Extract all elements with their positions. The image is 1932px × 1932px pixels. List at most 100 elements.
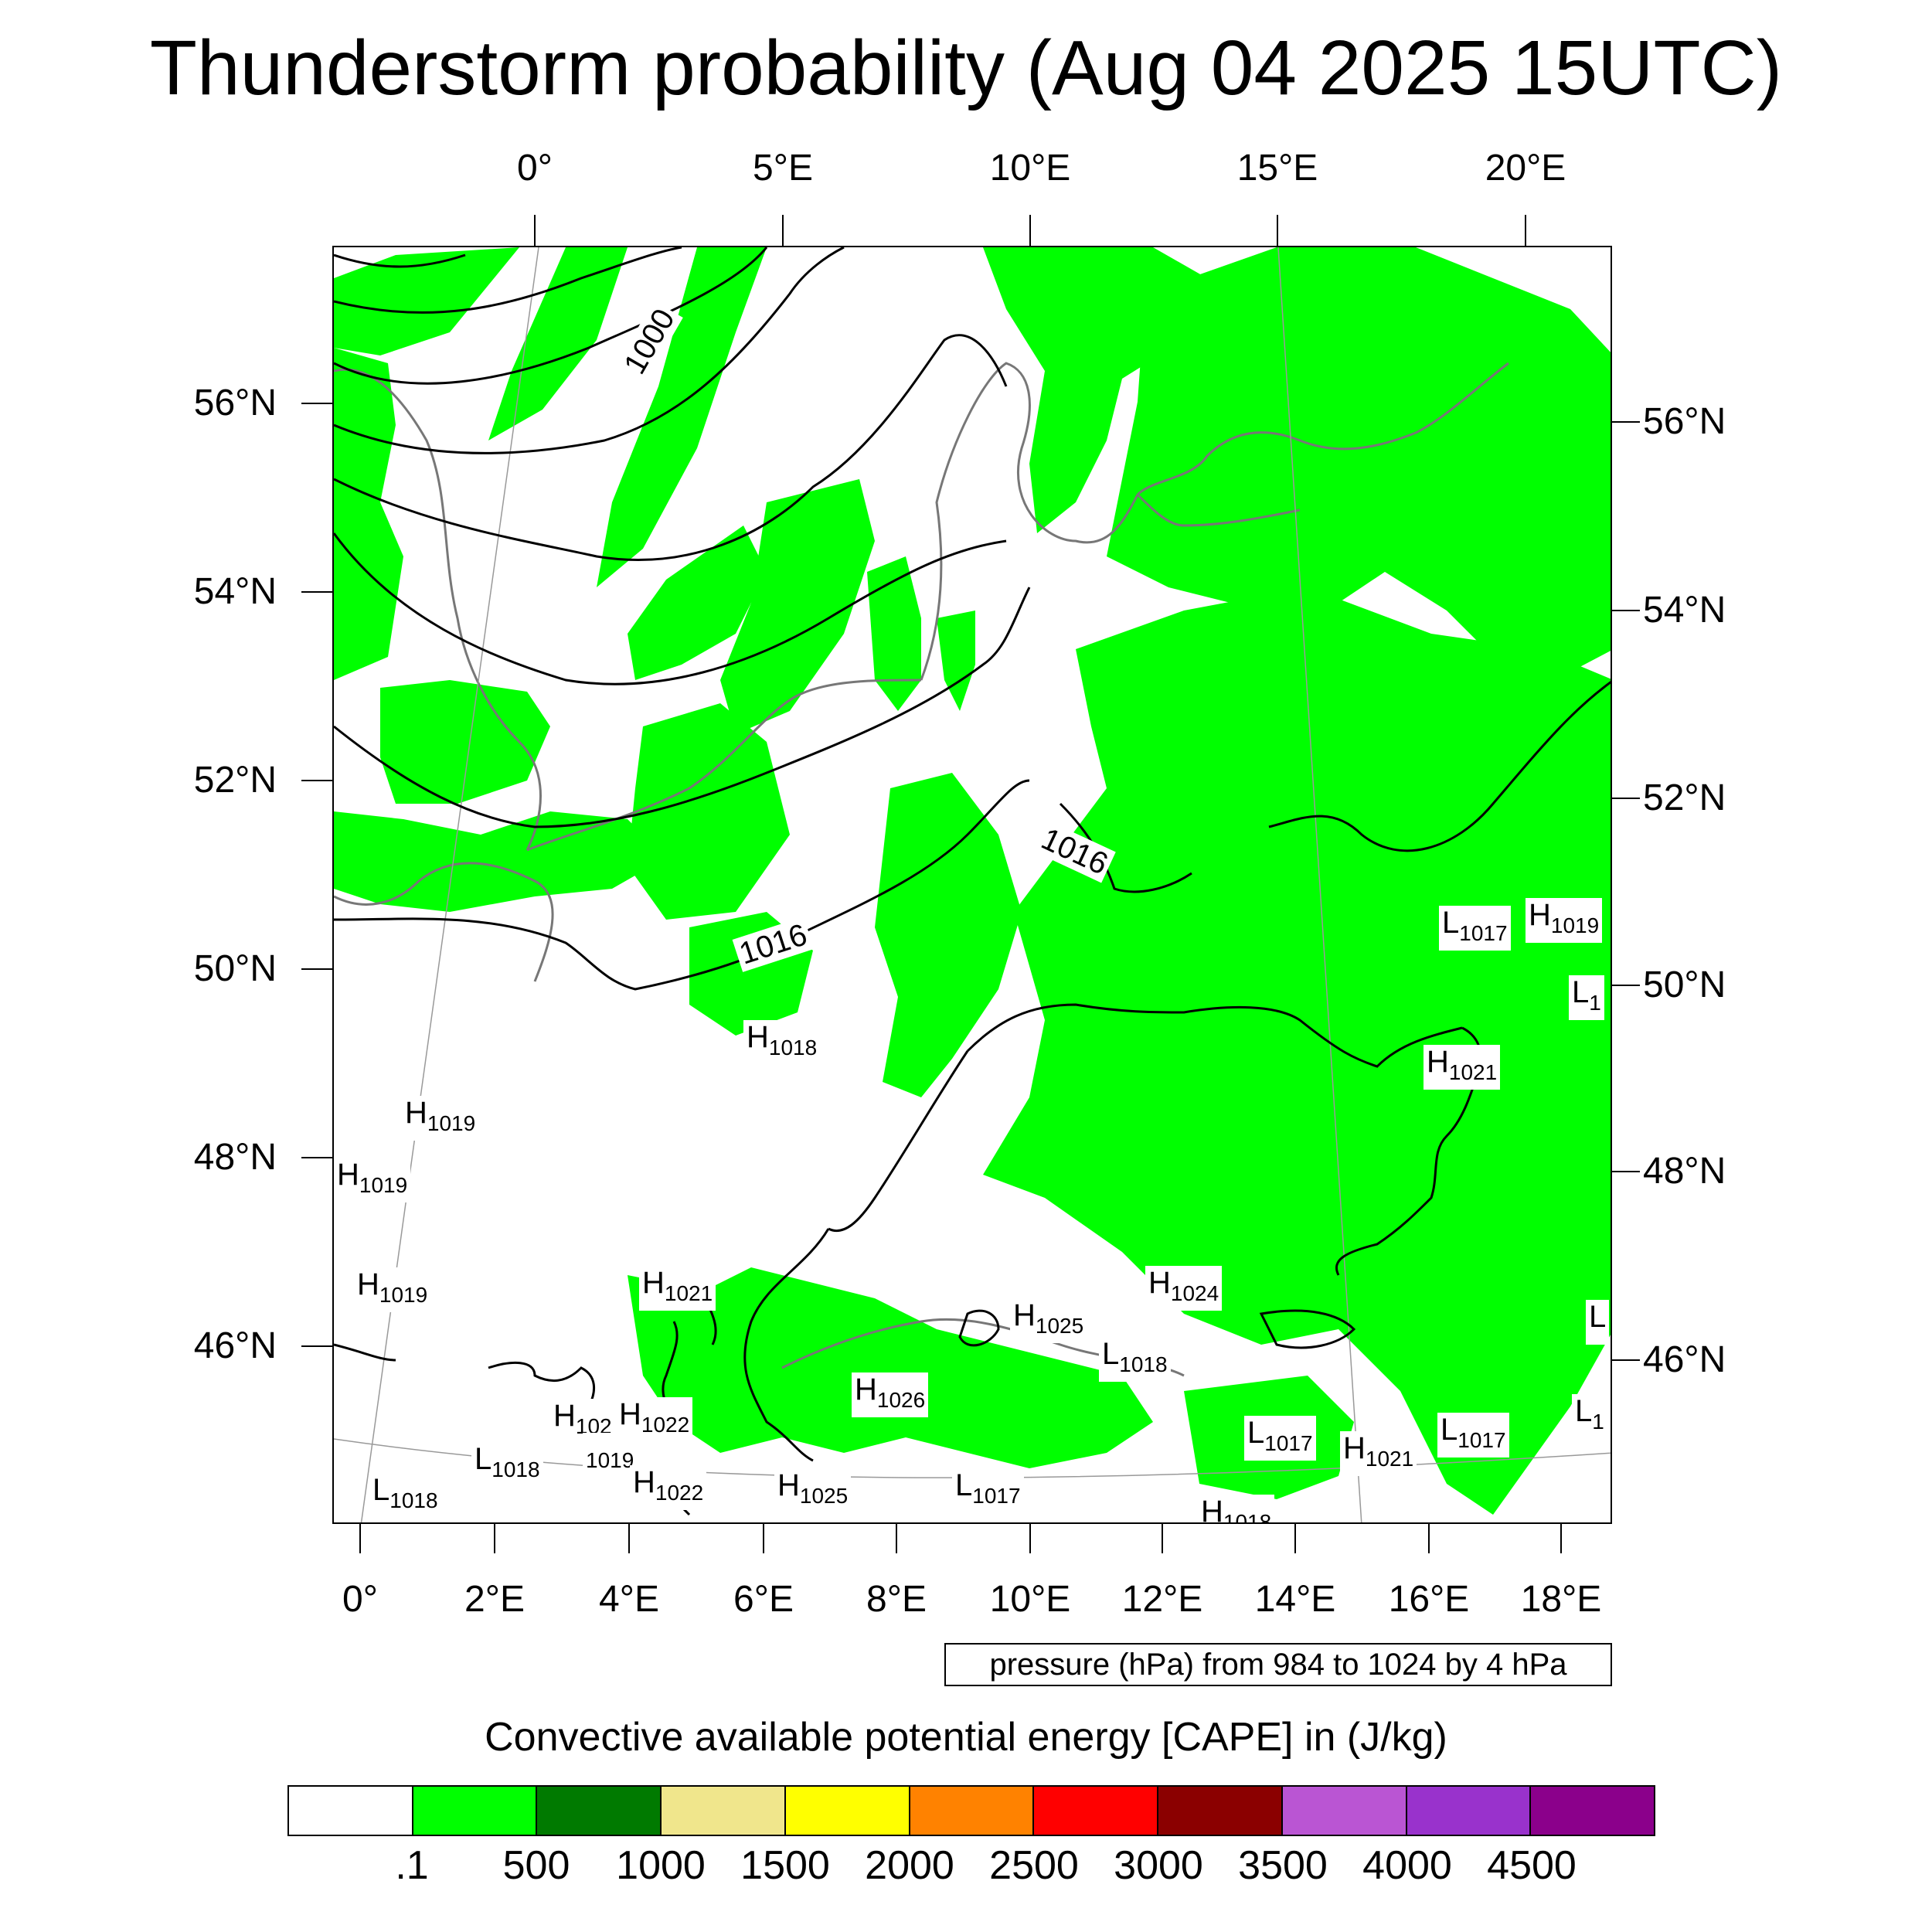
axis-tick <box>301 591 332 593</box>
cape-region <box>334 811 666 912</box>
color-swatch <box>910 1787 1035 1835</box>
color-swatch <box>1158 1787 1283 1835</box>
axis-tick <box>301 1157 332 1158</box>
isobar <box>334 247 768 385</box>
color-swatch <box>1034 1787 1159 1835</box>
map-title: Thunderstorm probability (Aug 04 2025 15… <box>149 25 1783 111</box>
pressure-center-label: H1025 <box>1010 1298 1087 1343</box>
isobar <box>334 247 682 314</box>
right-lat-label: 54°N <box>1643 590 1726 631</box>
pressure-center-label: H1026 <box>852 1372 929 1417</box>
left-lat-label: 50°N <box>193 948 277 989</box>
cape-map[interactable]: 1000 1016 1016 L1017 H1019 L1 H1018 H102… <box>332 246 1612 1524</box>
isobars <box>334 247 1611 1516</box>
coastline <box>1136 362 1509 496</box>
left-lat-label: 56°N <box>193 383 277 423</box>
isobar <box>1259 1309 1356 1349</box>
axis-tick <box>1029 1524 1031 1553</box>
pressure-center-label: H1022 <box>630 1465 707 1510</box>
bottom-lon-label: 18°E <box>1520 1579 1602 1620</box>
colorbar-label: 2500 <box>989 1843 1079 1888</box>
bottom-lon-label: 8°E <box>866 1579 927 1620</box>
color-bar <box>287 1785 1655 1836</box>
axis-tick <box>534 215 536 246</box>
cape-region <box>867 556 921 711</box>
bottom-lon-label: 12°E <box>1121 1579 1203 1620</box>
isobar <box>828 1050 969 1233</box>
right-lat-label: 46°N <box>1643 1339 1726 1380</box>
isobar <box>334 1343 396 1362</box>
coastlines <box>334 362 1509 1377</box>
isobar <box>334 334 1008 561</box>
right-lat-label: 48°N <box>1643 1151 1726 1192</box>
cape-region <box>937 611 975 711</box>
axis-tick <box>1428 1524 1430 1553</box>
coastline <box>920 362 1139 681</box>
isobar <box>334 779 1030 991</box>
pressure-center-label: 1019 <box>583 1433 638 1478</box>
coastline <box>526 679 922 852</box>
axis-tick <box>1612 610 1640 611</box>
cape-region <box>1107 247 1611 680</box>
pressure-center-label: L1 <box>1572 1394 1607 1439</box>
pressure-center-label: H1025 <box>774 1468 852 1513</box>
cape-region <box>628 1267 1153 1468</box>
axis-tick <box>1525 215 1526 246</box>
bottom-lon-label: 10°E <box>989 1579 1071 1620</box>
pressure-center-label: L1017 <box>1244 1416 1316 1461</box>
pressure-center-label: L1017 <box>1437 1413 1509 1458</box>
bottom-lon-label: 0° <box>342 1579 378 1620</box>
cape-region <box>334 247 519 355</box>
axis-tick <box>301 780 332 781</box>
left-lat-label: 48°N <box>193 1137 277 1178</box>
axis-tick <box>301 403 332 404</box>
bottom-lon-label: 16°E <box>1388 1579 1470 1620</box>
bottom-lon-label: 14°E <box>1254 1579 1336 1620</box>
pressure-center-label: H1019 <box>1526 898 1603 943</box>
cape-region <box>875 773 1022 1097</box>
axis-tick <box>763 1524 764 1553</box>
isobar <box>334 253 466 268</box>
top-lon-label: 20°E <box>1485 148 1566 189</box>
axis-tick <box>782 215 784 246</box>
pressure-center-label: H1019 <box>334 1158 411 1202</box>
color-swatch <box>1282 1787 1407 1835</box>
cape-region <box>628 526 767 680</box>
axis-tick <box>1612 985 1640 986</box>
pressure-center-label: H1019 <box>402 1096 479 1141</box>
axis-tick <box>1612 798 1640 799</box>
top-lon-label: 10°E <box>989 148 1071 189</box>
pressure-center-label: L1 <box>1569 975 1604 1020</box>
pressure-center-label: H1018 <box>743 1020 821 1065</box>
top-lon-label: 5°E <box>753 148 813 189</box>
color-swatch <box>413 1787 538 1835</box>
axis-tick <box>1277 215 1278 246</box>
bottom-lon-label: 2°E <box>464 1579 525 1620</box>
left-lat-label: 54°N <box>193 571 277 612</box>
pressure-center-label: L1018 <box>1099 1337 1171 1382</box>
cape-region <box>380 680 550 804</box>
isobar <box>334 532 1007 685</box>
pressure-center-label: L1017 <box>952 1468 1024 1513</box>
coastline <box>334 862 554 982</box>
color-swatch <box>537 1787 662 1835</box>
pressure-center-label: H1021 <box>1340 1431 1417 1476</box>
map-graphics <box>334 247 1611 1522</box>
color-swatch <box>1406 1787 1532 1835</box>
colorbar-label: 500 <box>502 1843 570 1888</box>
legend-title: Convective available potential energy [C… <box>485 1715 1447 1760</box>
cape-region <box>720 479 875 734</box>
right-lat-label: 52°N <box>1643 777 1726 818</box>
colorbar-label: 4500 <box>1487 1843 1577 1888</box>
axis-tick <box>1612 421 1640 423</box>
right-lat-label: 50°N <box>1643 964 1726 1005</box>
pressure-center-label: L1018 <box>471 1442 543 1487</box>
pressure-center-label: L1018 <box>369 1473 441 1518</box>
axis-tick <box>359 1524 361 1553</box>
color-swatch <box>662 1787 786 1835</box>
meridian <box>360 247 539 1522</box>
cape-region <box>983 587 1611 1515</box>
isobar <box>958 1309 1000 1347</box>
cape-region <box>1462 1252 1586 1376</box>
color-swatch <box>289 1787 413 1835</box>
